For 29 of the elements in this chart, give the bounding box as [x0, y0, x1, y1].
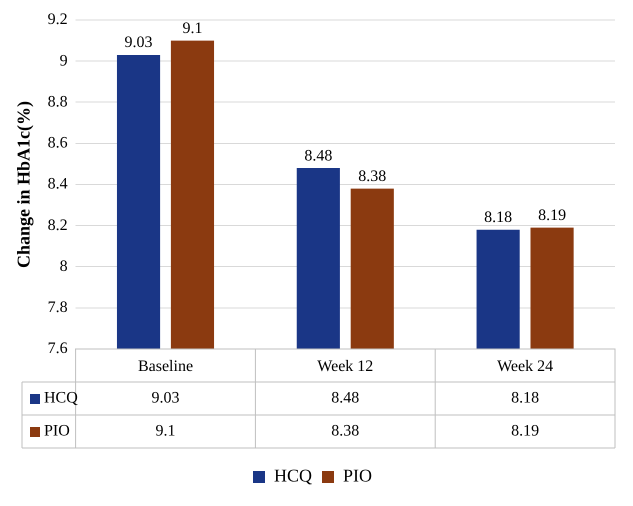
y-tick-label: 7.6 [48, 340, 68, 358]
y-tick-label: 8.6 [48, 134, 68, 152]
y-axis-title: Change in HbA1c(%) [13, 100, 34, 268]
legend-label: HCQ [274, 466, 312, 486]
y-tick-label: 9 [60, 52, 68, 70]
data-label: 9.03 [152, 390, 180, 407]
text: PIO [44, 422, 70, 440]
x-tick-label: Week 24 [497, 358, 554, 375]
y-tick-label: 7.8 [48, 299, 68, 316]
y-tick-label: 9.2 [48, 11, 68, 28]
y-tick-label: 8.8 [48, 93, 68, 110]
y-tick-label: 8.2 [48, 216, 68, 234]
data-label: 8.48 [331, 390, 360, 407]
y-tick-label: 8.4 [48, 176, 68, 193]
annotation: 8.18 [484, 208, 512, 226]
data-label: 8.38 [331, 422, 360, 440]
annotation: 8.48 [304, 147, 332, 164]
annotation: 9.1 [182, 20, 202, 37]
data-label: 8.19 [511, 422, 540, 440]
text: HCQ [44, 390, 78, 407]
x-tick-label: Week 12 [317, 358, 374, 375]
legend-label: PIO [343, 466, 372, 486]
x-tick-label: Baseline [138, 358, 194, 375]
data-label: 8.18 [511, 390, 540, 407]
annotation: 9.03 [124, 34, 153, 52]
annotation: 8.19 [538, 206, 566, 224]
data-label: 9.1 [156, 422, 176, 440]
annotation: 8.38 [358, 168, 386, 185]
y-tick-label: 8 [60, 258, 68, 275]
